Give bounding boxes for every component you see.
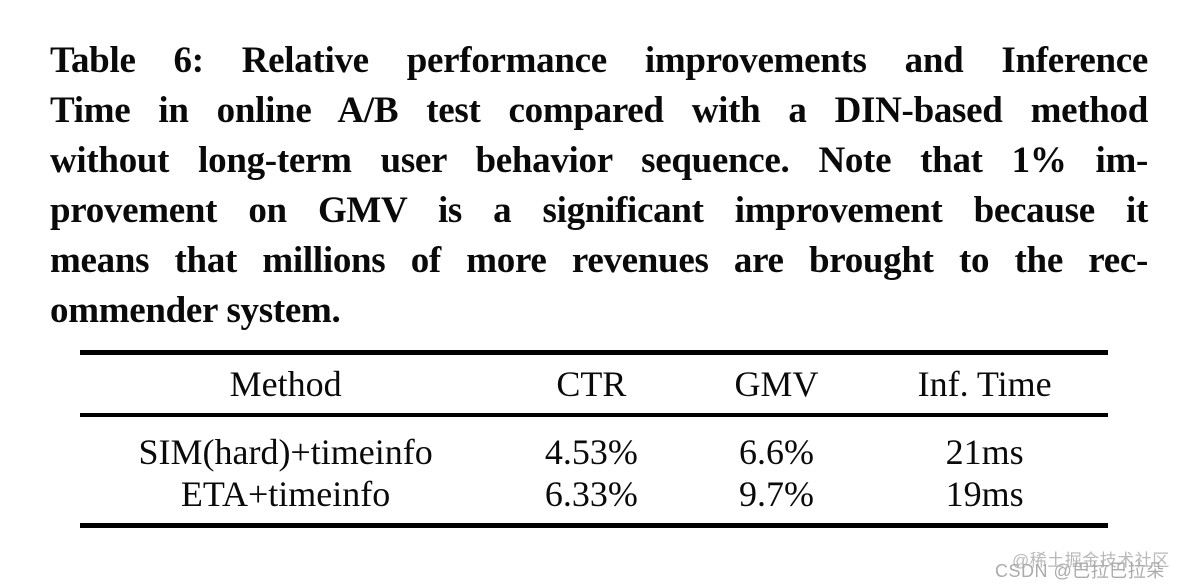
table-caption: Table 6: Relative performance improvemen… (50, 36, 1148, 336)
table-header-row: Method CTR GMV Inf. Time (80, 352, 1108, 417)
column-header-method: Method (80, 352, 492, 417)
caption-line: without long-term user behavior sequence… (50, 140, 1148, 181)
caption-line: means that millions of more revenues are… (50, 240, 1148, 281)
gmv-cell: 9.7% (738, 473, 814, 514)
table-row: ETA+timeinfo 6.33% 9.7% 19ms (80, 473, 1108, 526)
gmv-cell: 6.6% (738, 431, 814, 472)
ctr-cell: 4.53% (544, 431, 638, 472)
watermark-juejin: @稀土掘金技术社区 (1012, 551, 1170, 570)
table-row: SIM(hard)+timeinfo 4.53% 6.6% 21ms (80, 415, 1108, 473)
ctr-cell: 6.33% (544, 473, 638, 514)
caption-line: Table 6: Relative performance improvemen… (50, 40, 1148, 81)
method-cell: SIM(hard)+timeinfo (138, 431, 433, 472)
caption-line: ommender system. (50, 290, 341, 331)
results-table: Method CTR GMV Inf. Time SIM(hard)+timei… (80, 350, 1108, 528)
method-cell: ETA+timeinfo (180, 473, 391, 514)
caption-line: Time in online A/B test compared with a … (50, 90, 1148, 131)
column-header-ctr: CTR (491, 352, 692, 417)
column-header-inf-time: Inf. Time (861, 352, 1108, 417)
caption-line: provement on GMV is a significant improv… (50, 190, 1148, 231)
column-header-gmv: GMV (691, 352, 862, 417)
watermark-csdn: CSDN @巴拉巴拉朵 (995, 561, 1165, 581)
inf-time-cell: 21ms (945, 431, 1024, 472)
inf-time-cell: 19ms (945, 473, 1024, 514)
